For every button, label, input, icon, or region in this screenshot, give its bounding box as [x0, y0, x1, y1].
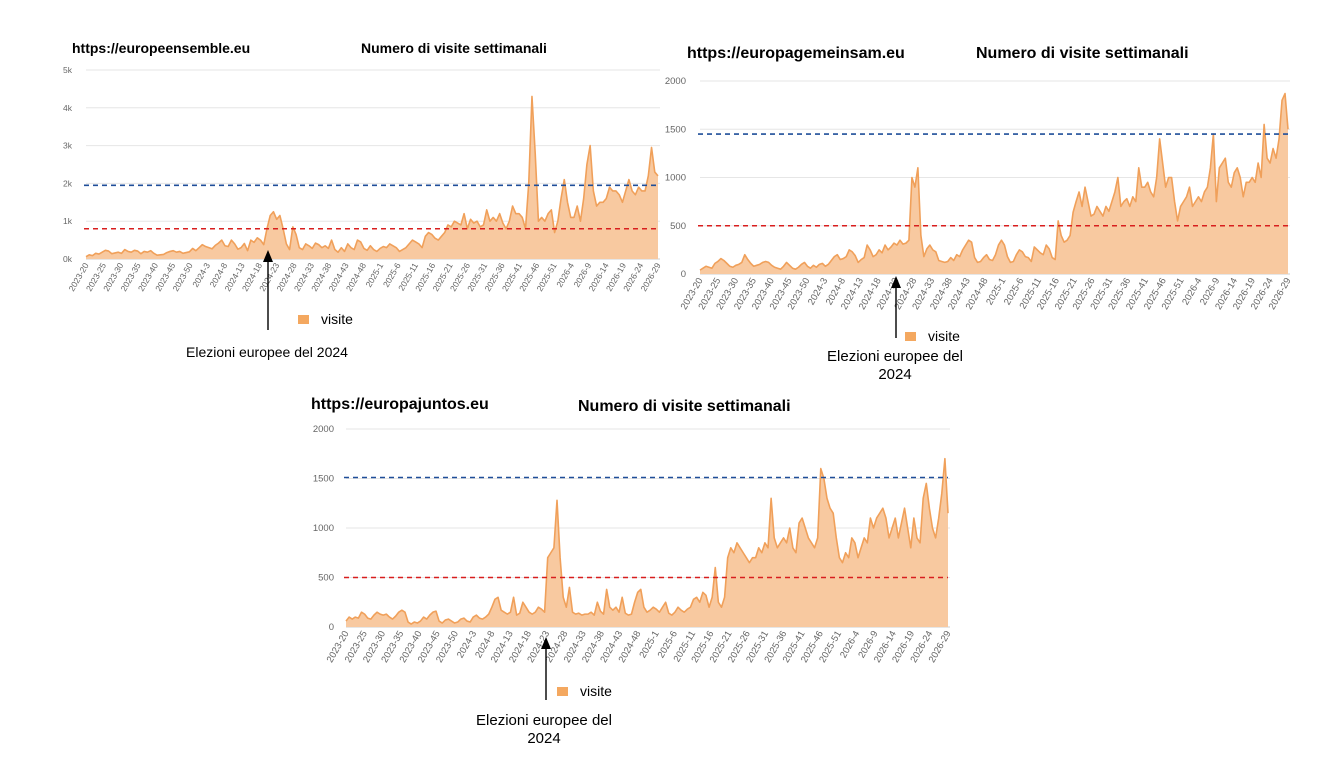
chart-1-legend-swatch — [298, 314, 309, 324]
chart-3-annotation-text: Elezioni europee del 2024 — [476, 712, 612, 747]
chart-3-legend[interactable]: visite — [557, 683, 612, 699]
y-tick-label: 1k — [63, 216, 73, 226]
chart-1-legend[interactable]: visite — [298, 311, 353, 327]
chart-3-legend-swatch — [557, 686, 568, 696]
annotation-arrow-head — [263, 250, 273, 262]
y-tick-label: 1500 — [665, 124, 686, 135]
visite-line — [345, 457, 949, 625]
y-tick-label: 1000 — [665, 173, 686, 184]
chart-2-site-label: https://europagemeinsam.eu — [687, 45, 905, 62]
y-tick-label: 500 — [670, 221, 686, 232]
y-tick-label: 3k — [63, 141, 73, 151]
chart-2-legend-label: visite — [928, 328, 960, 344]
annotation-arrow-head — [891, 276, 901, 288]
chart-2-legend[interactable]: visite — [905, 328, 960, 344]
annotation-arrow-head — [541, 637, 551, 649]
chart-3-legend-label: visite — [580, 683, 612, 699]
chart-3-title: Numero di visite settimanali — [578, 398, 791, 415]
y-tick-label: 4k — [63, 103, 73, 113]
visite-line — [85, 95, 659, 258]
y-tick-label: 2000 — [665, 76, 686, 87]
y-tick-label: 2000 — [313, 424, 334, 435]
visite-area — [346, 458, 948, 627]
y-tick-label: 0 — [681, 269, 686, 280]
y-tick-label: 0k — [63, 254, 73, 264]
chart-1-title: Numero di visite settimanali — [361, 40, 547, 56]
y-tick-label: 5k — [63, 65, 73, 75]
visite-line — [699, 92, 1289, 271]
chart-2-annotation-text: Elezioni europee del 2024 — [827, 348, 963, 383]
visite-area — [86, 96, 658, 260]
chart-1-legend-label: visite — [321, 311, 353, 327]
chart-3-site-label: https://europajuntos.eu — [311, 396, 489, 413]
chart-1-site-label: https://europeensemble.eu — [72, 40, 251, 56]
y-tick-label: 0 — [329, 622, 334, 633]
chart-1-annotation-text: Elezioni europee del 2024 — [186, 344, 348, 360]
chart-2-legend-swatch — [905, 331, 916, 341]
visite-area — [700, 93, 1288, 274]
y-tick-label: 1500 — [313, 474, 334, 485]
y-tick-label: 2k — [63, 178, 73, 188]
chart-2-title: Numero di visite settimanali — [976, 45, 1189, 62]
y-tick-label: 500 — [318, 573, 334, 584]
y-tick-label: 1000 — [313, 523, 334, 534]
